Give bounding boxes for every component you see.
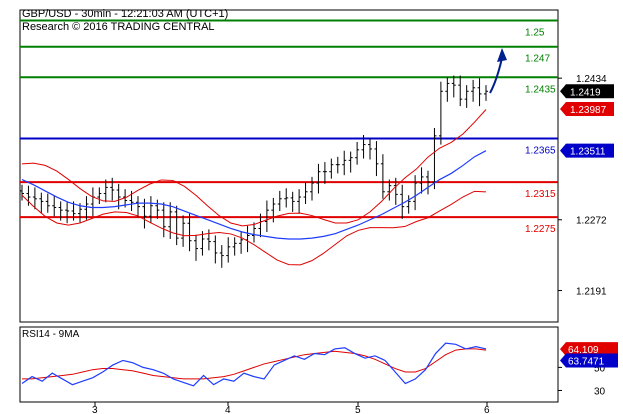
price-flag [560, 143, 614, 158]
price-panel-frame [19, 9, 559, 323]
x-tick-label: 3 [92, 405, 98, 414]
y-tick-label: 1.2434 [576, 74, 607, 85]
rsi-panel-frame [19, 326, 559, 403]
y-tick-label: 1.2272 [576, 216, 607, 227]
price-flag-label: 1.23987 [570, 105, 607, 116]
forecast-arrow-shaft [489, 57, 503, 94]
candles-group [20, 75, 488, 268]
rsi-line [21, 342, 487, 387]
rsi-label: RSI14 - 9MA [22, 329, 80, 340]
level-label: 1.247 [525, 54, 550, 65]
rsi-flag [560, 353, 618, 368]
x-tick-label: 4 [225, 405, 231, 414]
price-flag-label: 1.2419 [570, 87, 601, 98]
rsi-flag [560, 342, 618, 357]
forecast-arrow-head [497, 48, 507, 62]
rsi-flag-label: 64.109 [568, 345, 599, 356]
price-flag [560, 102, 614, 117]
level-label: 1.2275 [525, 224, 556, 235]
bollinger-upper-line [21, 109, 487, 227]
x-tick-label: 5 [355, 405, 361, 414]
rsi-tick-label: 30 [594, 386, 606, 397]
level-label: 1.2365 [525, 145, 556, 156]
price-flag [560, 84, 614, 99]
x-tick-label: 6 [484, 405, 490, 414]
chart-copyright: Research © 2016 TRADING CENTRAL [22, 21, 215, 33]
rsi-flag-label: 63.7471 [568, 357, 605, 368]
price-flag-label: 1.23511 [570, 147, 606, 158]
bollinger-lower-line [21, 190, 487, 266]
rsi-tick-label: 50 [594, 363, 606, 374]
chart-title: GBP/USD - 30min - 12:21:03 AM (UTC+1) [22, 8, 229, 20]
y-tick-label: 1.2191 [576, 287, 607, 298]
level-label: 1.25 [525, 27, 545, 38]
rsi-ma-line [22, 348, 487, 380]
moving-average-line [21, 150, 487, 240]
level-label: 1.2315 [525, 189, 556, 200]
level-label: 1.2435 [525, 84, 556, 95]
